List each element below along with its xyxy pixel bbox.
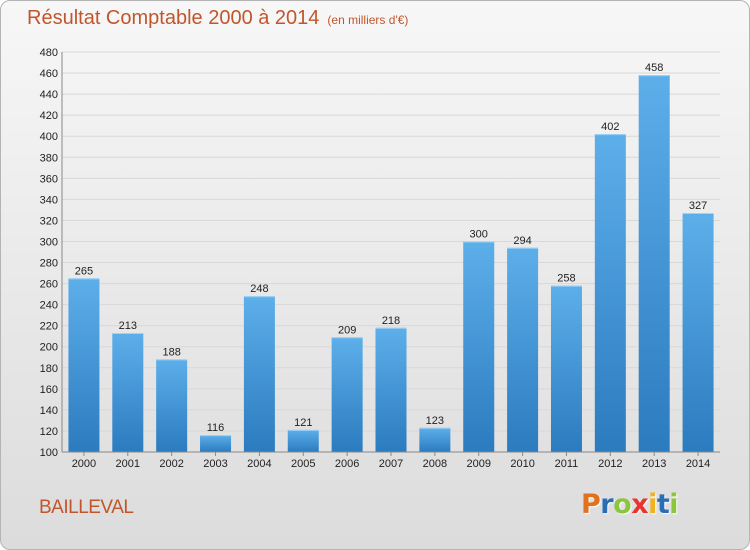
bar-2014 xyxy=(682,213,714,452)
y-tick-label: 200 xyxy=(40,342,58,354)
x-tick-label: 2004 xyxy=(247,458,271,470)
bars: 265 213 188 116 248 121 209 218 123 300 294 258 402 4… xyxy=(68,62,714,452)
x-tick-label: 2003 xyxy=(203,458,227,470)
data-label-2004: 248 xyxy=(250,283,268,295)
bar-2005 xyxy=(287,429,319,452)
y-tick-label: 360 xyxy=(40,173,58,185)
title-text: Résultat Comptable 2000 à 2014 xyxy=(27,7,320,29)
y-tick-label: 260 xyxy=(40,279,58,291)
y-tick-label: 100 xyxy=(40,447,58,459)
x-tick-label: 2012 xyxy=(598,458,622,470)
x-tick-label: 2011 xyxy=(555,458,579,470)
y-tick-label: 380 xyxy=(40,152,58,164)
y-tick-label: 340 xyxy=(40,194,58,206)
x-tick-label: 2005 xyxy=(291,458,315,470)
y-tick-label: 140 xyxy=(40,405,58,417)
y-tick-label: 120 xyxy=(40,426,58,438)
bar-2010 xyxy=(507,247,539,452)
data-label-2012: 402 xyxy=(601,121,619,133)
bar-2008 xyxy=(419,427,451,452)
data-label-2010: 294 xyxy=(513,235,531,247)
bar-2007 xyxy=(375,327,407,452)
chart-subtitle: (en milliers d'€) xyxy=(327,13,409,27)
x-tick-label: 2001 xyxy=(116,458,140,470)
x-tick-label: 2013 xyxy=(642,458,666,470)
y-tick-label: 460 xyxy=(40,68,58,80)
y-tick-label: 400 xyxy=(40,131,58,143)
data-label-2013: 458 xyxy=(645,62,663,74)
bar-2003 xyxy=(200,435,232,452)
bar-2006 xyxy=(331,337,363,452)
y-tick-label: 220 xyxy=(40,321,58,333)
data-label-2014: 327 xyxy=(689,200,707,212)
axes: 100 120 140 160 180 200 220 240 260 280 300 320 340 3… xyxy=(40,47,720,470)
data-label-2006: 209 xyxy=(338,324,356,336)
data-label-2000: 265 xyxy=(75,265,93,277)
y-tick-label: 420 xyxy=(40,110,58,122)
x-tick-label: 2002 xyxy=(159,458,183,470)
y-tick-label: 300 xyxy=(40,236,58,248)
chart-title: Résultat Comptable 2000 à 2014 (en millie… xyxy=(27,7,408,30)
y-tick-label: 320 xyxy=(40,215,58,227)
bar-2013 xyxy=(638,75,670,452)
y-tick-label: 180 xyxy=(40,363,58,375)
data-label-2003: 116 xyxy=(207,422,225,434)
data-label-2002: 188 xyxy=(162,346,180,358)
data-label-2008: 123 xyxy=(426,415,444,427)
logo-letter: i xyxy=(669,489,679,520)
proxiti-logo: Proxiti xyxy=(581,489,679,520)
y-tick-label: 480 xyxy=(40,47,58,59)
x-tick-label: 2000 xyxy=(72,458,96,470)
x-tick-label: 2007 xyxy=(379,458,403,470)
logo-letter: x xyxy=(631,489,649,520)
data-label-2001: 213 xyxy=(119,320,137,332)
bar-2000 xyxy=(68,278,100,452)
data-label-2009: 300 xyxy=(470,228,488,240)
logo-letter: t xyxy=(656,489,670,520)
y-tick-label: 280 xyxy=(40,258,58,270)
logo-letter: o xyxy=(613,489,632,520)
y-tick-label: 240 xyxy=(40,300,58,312)
logo-letter: P xyxy=(581,489,601,520)
data-label-2011: 258 xyxy=(557,273,575,285)
x-tick-label: 2010 xyxy=(510,458,534,470)
bar-2012 xyxy=(594,134,626,452)
bar-2001 xyxy=(112,333,144,452)
y-tick-label: 440 xyxy=(40,89,58,101)
bar-2009 xyxy=(463,241,495,452)
x-tick-label: 2009 xyxy=(466,458,490,470)
logo-letter: i xyxy=(648,489,657,520)
bar-2011 xyxy=(550,285,582,452)
data-label-2005: 121 xyxy=(294,417,312,429)
commune-name: BAILLEVAL xyxy=(39,497,134,518)
x-tick-label: 2014 xyxy=(686,458,710,470)
x-tick-label: 2008 xyxy=(423,458,447,470)
x-tick-label: 2006 xyxy=(335,458,359,470)
bar-2004 xyxy=(243,296,275,452)
logo-letter: r xyxy=(600,489,614,520)
data-label-2007: 218 xyxy=(382,315,400,327)
bar-2002 xyxy=(156,359,188,452)
y-tick-label: 160 xyxy=(40,384,58,396)
